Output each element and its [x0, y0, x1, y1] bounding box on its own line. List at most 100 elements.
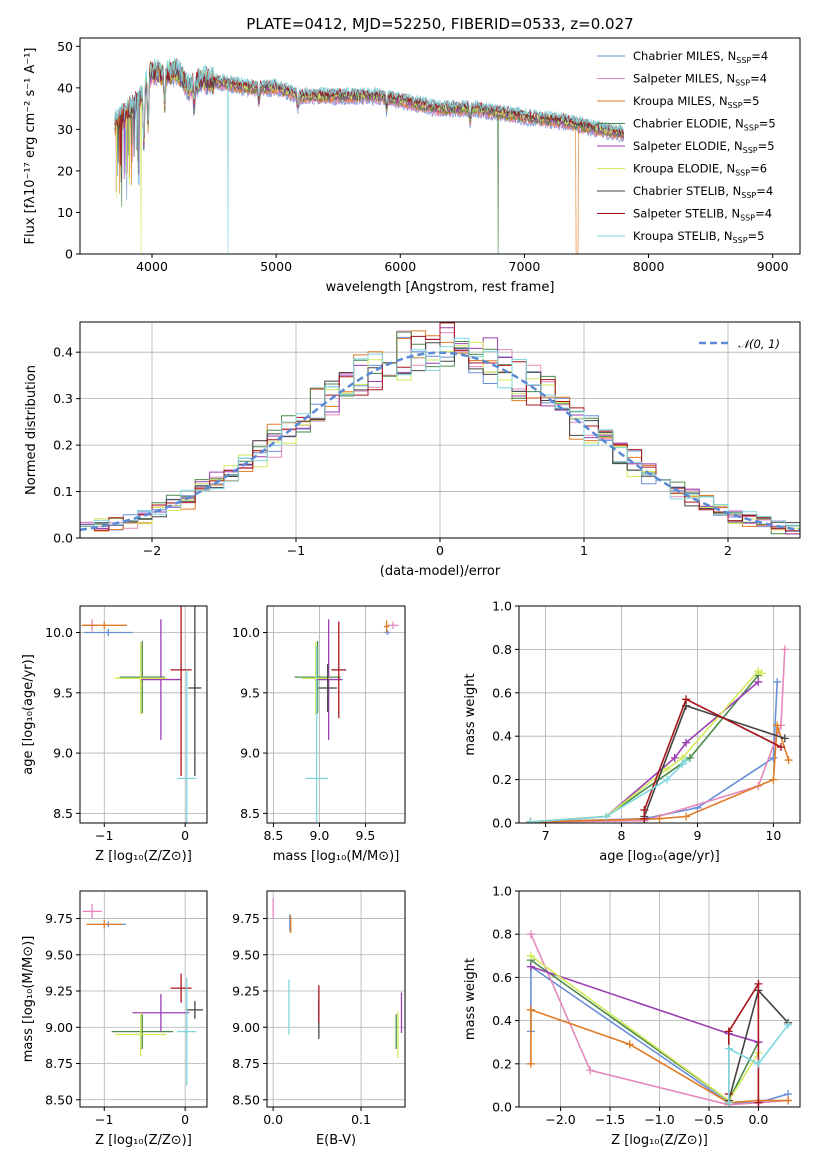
legend-sub: SSP [735, 169, 750, 178]
legend-label: Kroupa MILES, NSSP=5 [633, 94, 759, 110]
x-tick-label: −1 [287, 543, 305, 558]
y-axis-label: mass weight [463, 673, 478, 755]
y-tick-label: 10.0 [232, 625, 260, 640]
y-tick-label: 0.1 [53, 484, 73, 499]
weight-marker [754, 1059, 763, 1068]
legend-sub: SSP [736, 56, 751, 65]
legend-label: Salpeter ELODIE, NSSP=5 [633, 139, 775, 155]
y-tick-label: 9.5 [240, 685, 260, 700]
spectrum-line [114, 57, 625, 254]
y-tick-label: 40 [57, 80, 73, 95]
weight-marker [754, 677, 763, 686]
legend-label: Chabrier ELODIE, NSSP=5 [633, 117, 776, 133]
panels: 4000 5000 6000 7000 8000 900001020304050wavel… [21, 37, 801, 1148]
weight-marker [625, 1040, 634, 1049]
x-tick-label: 8 [618, 828, 626, 843]
legend-suffix: =5 [758, 139, 775, 153]
y-tick-label: 1.0 [492, 884, 512, 899]
weight-marker [780, 645, 789, 654]
errorbar-point [84, 628, 133, 637]
y-tick-label: 9.00 [232, 1020, 260, 1035]
plot-area [526, 930, 793, 1107]
x-axis-label: Z [log₁₀(Z/Z⊙)] [95, 1133, 192, 1148]
errorbar-point [140, 619, 182, 740]
x-tick-label: 9000 [757, 259, 789, 274]
weight-marker [780, 734, 789, 743]
axes-frame [79, 890, 208, 1108]
legend-prefix: Chabrier MILES, N [633, 49, 736, 63]
legend-prefix: Kroupa ELODIE, N [633, 162, 735, 176]
weight-series [724, 1020, 793, 1107]
x-tick-label: −1 [95, 828, 113, 843]
errorbar-point [188, 606, 202, 776]
legend-label: Salpeter STELIB, NSSP=4 [633, 207, 772, 223]
weight-marker [678, 760, 687, 769]
errorbar-point [294, 640, 341, 714]
y-tick-label: 0.3 [53, 391, 73, 406]
errorbar-point [177, 977, 197, 1086]
errorbar-point [331, 621, 347, 719]
weight-marker [526, 962, 535, 971]
errorbar-point [383, 620, 390, 633]
weight-series [640, 695, 786, 823]
y-tick-label: 20 [57, 163, 73, 178]
legend-suffix: =4 [756, 184, 773, 198]
gridlines [267, 891, 405, 1107]
y-axis-label: Flux [fλ10⁻¹⁷ erg cm⁻² s⁻¹ A⁻¹] [23, 48, 38, 245]
weight-marker [724, 1098, 733, 1107]
x-axis-label: E(B-V) [316, 1133, 356, 1148]
weight-line [530, 725, 790, 823]
weight-series [526, 671, 763, 823]
legend-sub: SSP [728, 101, 743, 110]
errorbar-point [186, 1001, 203, 1019]
errorbar-point [301, 642, 330, 715]
plot-area [294, 619, 399, 823]
x-tick-label: 2 [724, 543, 732, 558]
legend-prefix: Kroupa STELIB, N [633, 229, 733, 243]
y-tick-label: 8.50 [232, 1092, 260, 1107]
errorbar-point [177, 669, 197, 823]
weight-marker [769, 753, 778, 762]
x-tick-label: 9.5 [355, 828, 375, 843]
residual-histogram [80, 337, 800, 534]
axes-frame [79, 37, 801, 255]
residual-legend: 𝒩(0, 1) [699, 337, 780, 351]
errorbar-point [170, 606, 192, 776]
legend-suffix: =6 [750, 162, 767, 176]
weight-series [526, 951, 763, 1105]
legend-label: Chabrier MILES, NSSP=4 [633, 49, 768, 65]
weight-marker [526, 951, 535, 960]
panel-age_vs_mass: 8.5 9.0 9.5 8.5 9.0 9.5 10.0 mass [log₁₀(M/M⊙)] [232, 605, 406, 864]
legend-label: Salpeter MILES, NSSP=4 [633, 72, 767, 88]
y-tick-label: 9.75 [45, 911, 73, 926]
y-tick-label: 50 [57, 39, 73, 54]
legend-suffix: =5 [759, 117, 776, 131]
y-tick-label: 8.5 [53, 806, 73, 821]
weight-marker [682, 695, 691, 704]
y-tick-label: 0.8 [492, 927, 512, 942]
weight-marker [724, 1044, 733, 1053]
y-tick-label: 0.2 [492, 1056, 512, 1071]
panel-weight_vs_age: 7 8 9 10 0.0 0.2 0.4 0.6 0.8 1.0 age [log₁₀(age/yr… [463, 599, 801, 864]
x-axis-label: Z [log₁₀(Z/Z⊙)] [611, 1133, 708, 1148]
x-tick-label: −2.0 [545, 1112, 575, 1127]
y-tick-label: 0.4 [492, 1013, 512, 1028]
legend-sub: SSP [741, 191, 756, 200]
y-tick-label: 9.00 [45, 1020, 73, 1035]
legend-sub: SSP [735, 79, 750, 88]
weight-marker [724, 1027, 733, 1036]
errorbar-point [170, 973, 192, 1003]
y-tick-label: 8.75 [45, 1056, 73, 1071]
weight-marker [754, 1098, 763, 1107]
errorbar-point [384, 630, 391, 635]
ticks: 4000 5000 6000 7000 8000 9000 0 10 20 30 40 50 [57, 39, 789, 274]
weight-marker [758, 669, 767, 678]
plot-area [82, 904, 203, 1086]
x-tick-label: 6000 [384, 259, 416, 274]
legend-sub: SSP [733, 236, 748, 245]
errorbar-point [119, 640, 165, 714]
y-axis-label: age [log₁₀(age/yr)] [21, 654, 36, 775]
errorbar-point [314, 619, 343, 740]
y-tick-label: 0.6 [492, 970, 512, 985]
